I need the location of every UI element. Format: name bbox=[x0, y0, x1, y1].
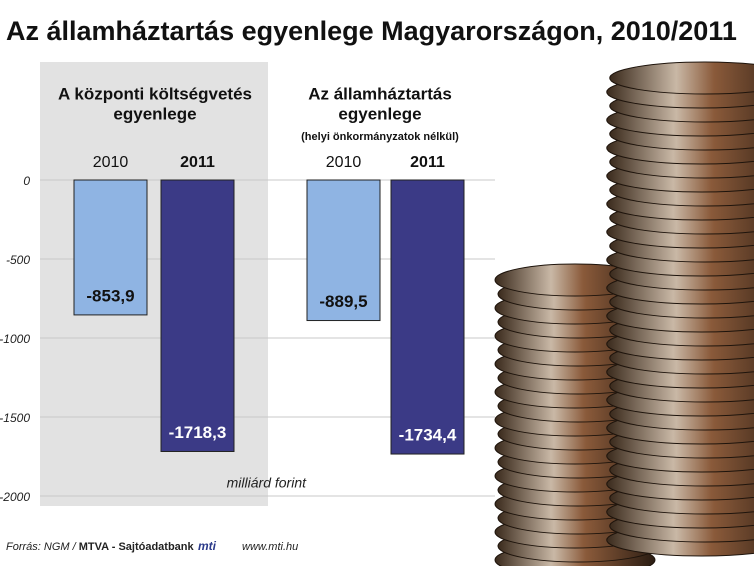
bar bbox=[160, 179, 235, 452]
y-tick-label: -1000 bbox=[0, 332, 30, 346]
x-tick-label: 2010 bbox=[93, 154, 129, 171]
x-tick-label: 2011 bbox=[410, 154, 445, 171]
source-text: Forrás: NGM / bbox=[6, 541, 77, 553]
x-tick-label: 2010 bbox=[326, 154, 362, 171]
coin-illustration bbox=[494, 61, 754, 566]
y-tick-label: -2000 bbox=[0, 490, 30, 504]
group-title: Az államháztartás bbox=[308, 84, 452, 103]
website: www.mti.hu bbox=[242, 541, 298, 553]
y-tick-label: -500 bbox=[6, 253, 30, 267]
value-label: -1734,4 bbox=[399, 426, 457, 445]
logo: mti bbox=[198, 539, 217, 553]
value-label: -889,5 bbox=[319, 292, 367, 311]
y-tick-label: -1500 bbox=[0, 411, 30, 425]
unit-label: milliárd forint bbox=[227, 475, 307, 491]
coin bbox=[609, 61, 754, 95]
bar bbox=[306, 179, 381, 322]
x-tick-label: 2011 bbox=[180, 154, 215, 171]
group-title: egyenlege bbox=[113, 104, 196, 123]
value-label: -853,9 bbox=[86, 286, 134, 305]
source-agency: MTVA - Sajtóadatbank bbox=[79, 541, 195, 553]
group-title: A központi költségvetés bbox=[58, 84, 252, 103]
source: Forrás: NGM / MTVA - Sajtóadatbank bbox=[6, 541, 195, 553]
y-tick-label: 0 bbox=[23, 174, 30, 188]
group-subtitle: (helyi önkormányzatok nélkül) bbox=[301, 131, 459, 143]
bar bbox=[390, 179, 465, 455]
chart-title: Az államháztartás egyenlege Magyarország… bbox=[6, 16, 737, 46]
group-title: egyenlege bbox=[338, 104, 421, 123]
value-label: -1718,3 bbox=[169, 423, 227, 442]
bar bbox=[73, 179, 148, 316]
